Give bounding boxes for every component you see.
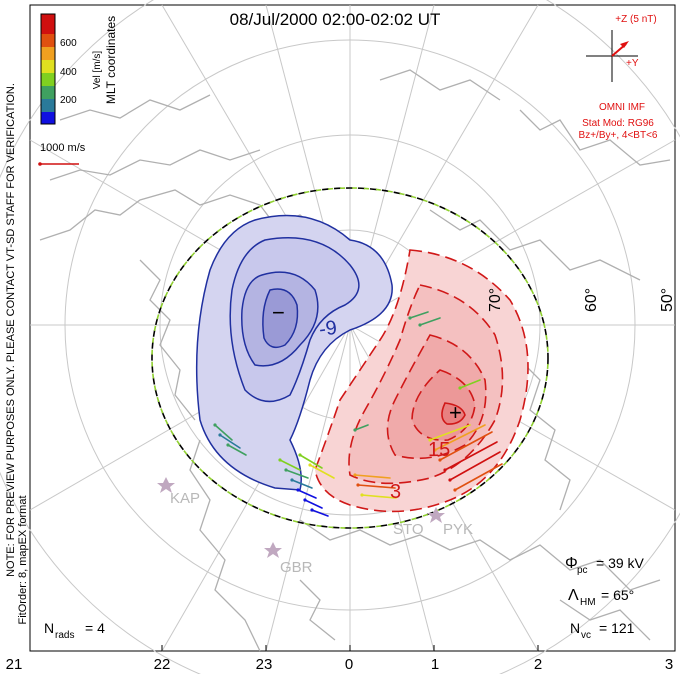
stat-lambda-hm: Λ HM = 65°: [568, 587, 634, 608]
plot-frame: [29, 4, 676, 652]
velocity-colorbar: [40, 13, 56, 125]
neg-contour-label: -9: [318, 317, 339, 341]
station-star-icon: [264, 542, 282, 558]
scale-vector-origin: [38, 162, 42, 166]
station-labels: KAP GBR STO PYK: [170, 490, 473, 576]
svg-text:pc: pc: [577, 565, 588, 576]
imf-conditions: Bz+/By+, 4<BT<6: [579, 130, 658, 141]
scale-vector-label: 1000 m/s: [40, 142, 86, 154]
velocity-vectors: [213, 311, 503, 517]
hm-boundary: [151, 187, 549, 529]
mlt-label-3: 3: [665, 656, 673, 673]
pos-contour-label-15: 15: [428, 439, 450, 461]
station-label-sto: STO: [393, 521, 424, 538]
mlt-ticks: [29, 645, 676, 651]
station-label-gbr: GBR: [280, 559, 313, 576]
svg-text:= 4: = 4: [85, 620, 105, 636]
colorbar-tick-600: 600: [60, 38, 77, 49]
mlt-label-23: 23: [256, 656, 273, 673]
negative-potential-cell: [195, 214, 393, 491]
pos-contour-label-3: 3: [390, 481, 401, 503]
svg-text:= 121: = 121: [599, 620, 635, 636]
colorbar-tick-200: 200: [60, 95, 77, 106]
svg-text:Λ: Λ: [568, 587, 579, 604]
svg-text:N: N: [44, 620, 54, 636]
stat-n-rads: N rads = 4: [44, 620, 105, 641]
potential-minimum-mark: −: [272, 300, 285, 325]
colorbar-tick-400: 400: [60, 67, 77, 78]
imf-source: OMNI IMF: [599, 102, 645, 113]
station-label-pyk: PYK: [443, 521, 473, 538]
stat-n-vc: N vc = 121: [570, 620, 635, 641]
svg-text:vc: vc: [581, 630, 591, 641]
mlt-label-2: 2: [534, 656, 542, 673]
mlt-axis-labels: 21 22 23 0 1 2 3: [6, 656, 674, 673]
mlt-label-1: 1: [431, 656, 439, 673]
potential-maximum-mark: +: [449, 400, 462, 425]
mlt-label-0: 0: [345, 656, 353, 673]
lat-label-70: 70°: [487, 288, 504, 312]
fit-order-note: FitOrder: 8, mapEX format: [17, 496, 29, 625]
station-star-icon: [427, 507, 445, 523]
map-title: 08/Jul/2000 02:00-02:02 UT: [230, 10, 441, 29]
preview-note: NOTE: FOR PREVIEW PURPOSES ONLY. PLEASE …: [5, 83, 17, 577]
lat-label-60: 60°: [583, 288, 600, 312]
svg-text:HM: HM: [580, 597, 596, 608]
svg-text:N: N: [570, 620, 580, 636]
coastlines: [39, 69, 671, 652]
station-markers: [157, 477, 445, 558]
imf-model: Stat Mod: RG96: [582, 118, 654, 129]
colorbar-label: Vel [m/s]: [92, 51, 103, 90]
station-label-kap: KAP: [170, 490, 200, 507]
svg-text:Φ: Φ: [565, 555, 578, 572]
imf-y-label: +Y: [626, 58, 639, 69]
stat-phi-pc: Φ pc = 39 kV: [565, 555, 645, 576]
imf-dial: [586, 30, 638, 82]
svg-text:= 39 kV: = 39 kV: [596, 555, 645, 571]
coordinates-label: MLT coordinates: [104, 16, 118, 104]
svg-text:rads: rads: [55, 630, 74, 641]
imf-z-label: +Z (5 nT): [615, 14, 656, 25]
station-star-icon: [157, 477, 175, 493]
svg-text:= 65°: = 65°: [601, 587, 634, 603]
lat-label-50: 50°: [659, 288, 676, 312]
mlt-label-22: 22: [154, 656, 171, 673]
mlt-label-21: 21: [6, 656, 23, 673]
